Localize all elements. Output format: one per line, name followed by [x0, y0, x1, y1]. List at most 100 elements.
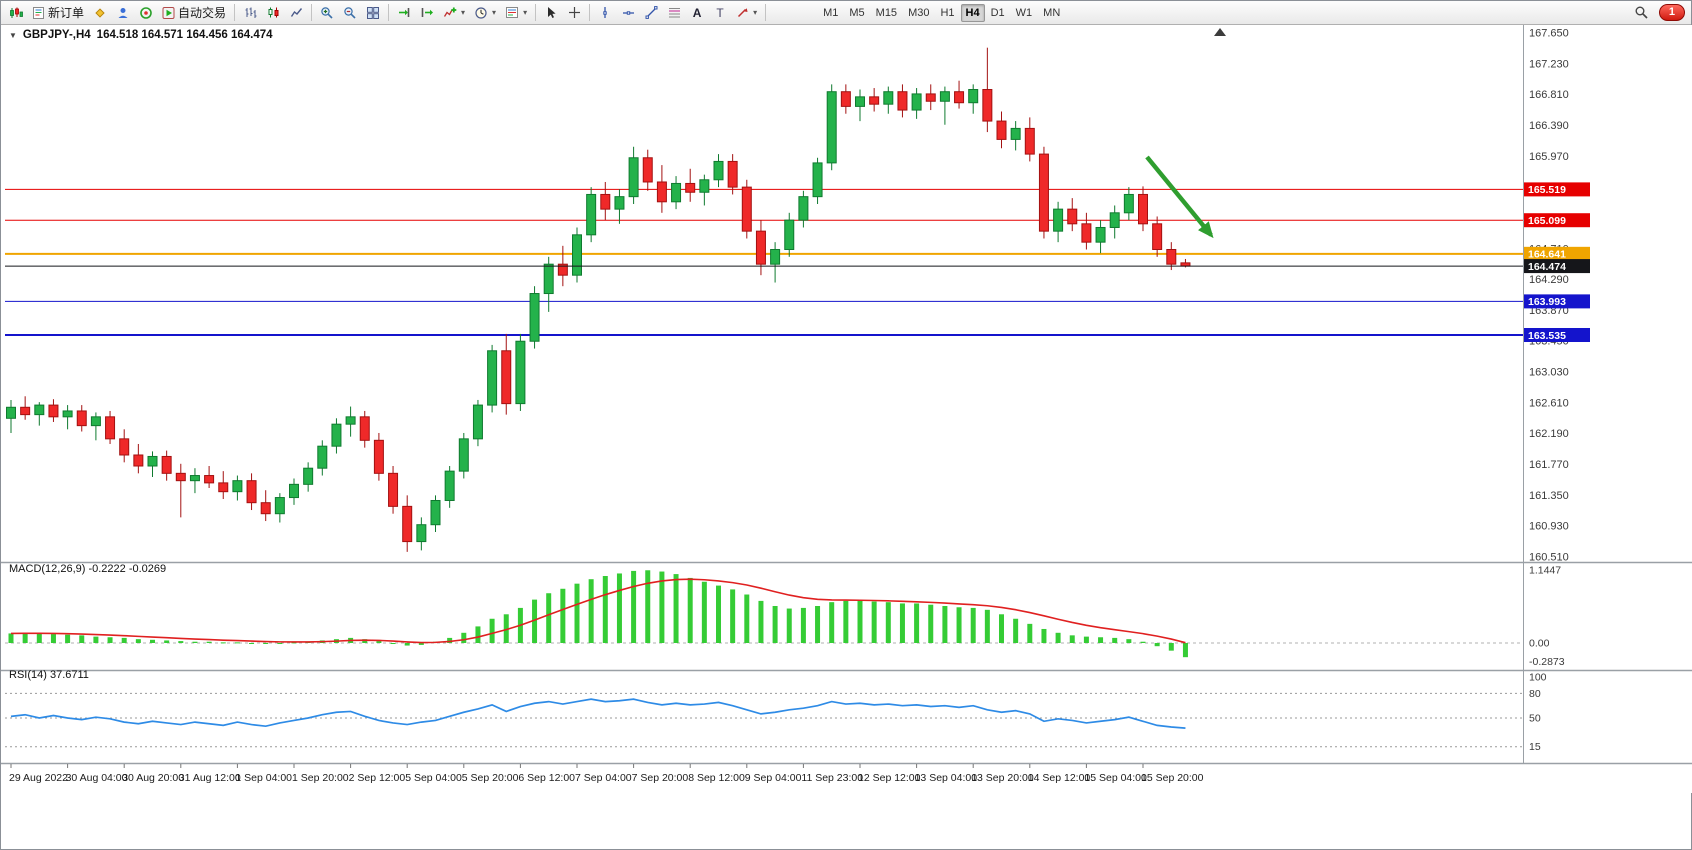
svg-text:11 Sep 23:00: 11 Sep 23:00	[801, 772, 863, 784]
rsi-indicator-label: RSI(14) 37.6711	[9, 669, 89, 681]
templates-button[interactable]: ▾	[501, 3, 531, 23]
svg-text:161.350: 161.350	[1529, 490, 1569, 502]
indicators-icon	[443, 7, 457, 17]
market-watch-button[interactable]	[135, 3, 157, 23]
symbol-period-label: GBPJPY-,H4	[22, 29, 91, 41]
new-order-icon	[33, 6, 44, 19]
chart-window-menu-button[interactable]	[5, 3, 27, 23]
navigator-button[interactable]	[112, 3, 134, 23]
vertical-line-button[interactable]	[594, 3, 616, 23]
candlestick-chart-button[interactable]	[262, 3, 284, 23]
crosshair-icon	[568, 7, 580, 18]
text-label-button[interactable]: T	[709, 3, 731, 23]
zoom-in-icon	[321, 6, 333, 19]
horizontal-level-lines	[5, 188, 1523, 336]
timeframe-m5-button[interactable]: M5	[849, 6, 865, 19]
toolbar-right-group: 1	[1630, 3, 1687, 23]
svg-text:50: 50	[1529, 713, 1541, 725]
svg-text:1 Sep 20:00: 1 Sep 20:00	[292, 772, 349, 784]
trend-arrow-annotation[interactable]	[1145, 155, 1214, 239]
bar-chart-icon	[245, 7, 257, 18]
macd-scale[interactable]: 1.1447 0.00 -0.2873	[1529, 564, 1565, 667]
line-chart-icon	[290, 8, 302, 17]
svg-text:100: 100	[1529, 672, 1547, 684]
timeframe-w1-button[interactable]: W1	[1015, 6, 1033, 19]
trendline-button[interactable]	[640, 3, 662, 23]
autotrading-play-icon	[162, 6, 175, 19]
zoom-out-button[interactable]	[339, 3, 361, 23]
timeframe-m1-button[interactable]: M1	[823, 6, 839, 19]
svg-text:0.00: 0.00	[1529, 638, 1550, 650]
zoom-in-button[interactable]	[316, 3, 338, 23]
svg-text:13 Sep 20:00: 13 Sep 20:00	[971, 772, 1034, 784]
search-icon	[1635, 6, 1648, 19]
bar-chart-button[interactable]	[239, 3, 261, 23]
timeframe-mn-button[interactable]: MN	[1043, 6, 1061, 19]
zoom-out-icon	[344, 6, 356, 19]
toolbar-separator	[388, 4, 390, 21]
svg-text:14 Sep 12:00: 14 Sep 12:00	[1028, 772, 1091, 784]
autotrading-button[interactable]: 自动交易	[158, 3, 230, 23]
svg-text:160.930: 160.930	[1529, 521, 1569, 533]
timeframe-h1-button[interactable]: H1	[940, 6, 955, 19]
crosshair-button[interactable]	[563, 3, 585, 23]
rsi-scale[interactable]: 100 80 50 15	[1529, 672, 1547, 754]
svg-text:30 Aug 04:00: 30 Aug 04:00	[66, 772, 128, 784]
timeframe-m15-button[interactable]: M15	[875, 6, 898, 19]
metaeditor-button[interactable]	[89, 3, 111, 23]
svg-text:165.970: 165.970	[1529, 151, 1569, 163]
clock-icon	[475, 6, 487, 19]
arrows-button[interactable]: ▾	[732, 3, 761, 23]
svg-text:6 Sep 12:00: 6 Sep 12:00	[518, 772, 575, 784]
mini-chart-icon	[10, 7, 23, 18]
toolbar-separator	[765, 4, 767, 21]
svg-text:7 Sep 04:00: 7 Sep 04:00	[575, 772, 632, 784]
text-button[interactable]: A	[686, 3, 708, 23]
timeframe-d1-button[interactable]: D1	[990, 6, 1005, 19]
arrows-dropdown-caret: ▾	[753, 8, 758, 17]
svg-text:8 Sep 12:00: 8 Sep 12:00	[688, 772, 745, 784]
auto-scroll-button[interactable]	[393, 3, 415, 23]
timeframe-h4-button[interactable]: H4	[960, 3, 985, 22]
new-order-button[interactable]: 新订单	[28, 3, 88, 23]
svg-text:7 Sep 20:00: 7 Sep 20:00	[632, 772, 689, 784]
fibonacci-button[interactable]	[663, 3, 685, 23]
candles	[6, 47, 1191, 552]
svg-text:31 Aug 12:00: 31 Aug 12:00	[179, 772, 241, 784]
main-toolbar: 新订单 自动交易	[1, 1, 1691, 25]
chart-shift-button[interactable]	[416, 3, 438, 23]
svg-text:166.810: 166.810	[1529, 89, 1569, 101]
templates-icon	[506, 7, 519, 18]
periods-button[interactable]: ▾	[470, 3, 500, 23]
horizontal-line-button[interactable]	[617, 3, 639, 23]
toolbar-separator	[589, 4, 591, 21]
text-tool-icon: A	[692, 5, 702, 20]
indicators-button[interactable]: ▾	[439, 3, 469, 23]
svg-text:164.474: 164.474	[1528, 261, 1566, 273]
svg-text:166.390: 166.390	[1529, 120, 1569, 132]
tile-windows-button[interactable]	[362, 3, 384, 23]
svg-text:165.519: 165.519	[1528, 184, 1566, 196]
metaeditor-icon	[95, 7, 105, 18]
macd-signal-line	[10, 578, 1186, 644]
svg-text:5 Sep 04:00: 5 Sep 04:00	[405, 772, 462, 784]
cursor-arrow-icon	[547, 7, 556, 18]
svg-text:9 Sep 04:00: 9 Sep 04:00	[745, 772, 802, 784]
macd-histogram	[8, 570, 1188, 658]
line-chart-button[interactable]	[285, 3, 307, 23]
new-order-label: 新订单	[48, 6, 85, 20]
search-button[interactable]	[1630, 3, 1653, 23]
timeframe-m30-button[interactable]: M30	[908, 6, 930, 19]
notifications-badge[interactable]: 1	[1658, 4, 1685, 21]
one-click-trading-toggle[interactable]: ▼	[9, 30, 17, 40]
user-icon	[118, 7, 128, 18]
ohlc-values: 164.518 164.571 164.456 164.474	[96, 29, 273, 41]
chart-plot[interactable]: 167.650 167.230 166.810 166.390 165.970 165.5…	[1, 25, 1692, 793]
chart-shift-marker[interactable]	[1214, 28, 1226, 36]
cursor-button[interactable]	[540, 3, 562, 23]
svg-text:5 Sep 20:00: 5 Sep 20:00	[462, 772, 519, 784]
svg-text:163.993: 163.993	[1528, 296, 1566, 308]
